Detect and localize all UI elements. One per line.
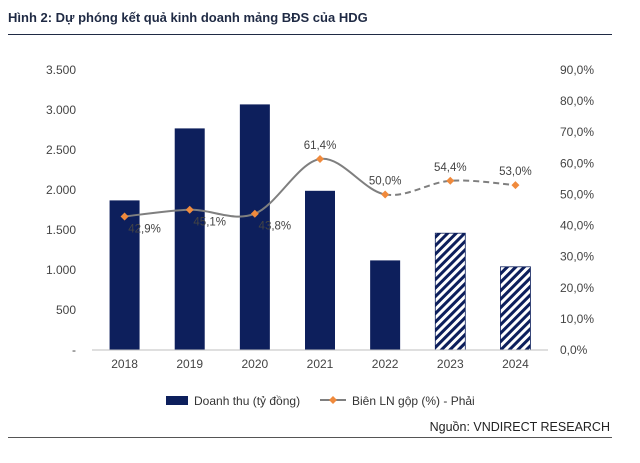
revenue-bars xyxy=(109,104,531,351)
margin-marker xyxy=(185,205,194,214)
right-tick-label: 30,0% xyxy=(560,250,594,264)
right-tick-label: 0,0% xyxy=(560,343,588,357)
left-tick-label: - xyxy=(72,343,76,357)
margin-data-label: 43,8% xyxy=(259,221,292,233)
right-axis-ticks: 0,0% 10,0% 20,0% 30,0% 40,0% 50,0% 60,0% 70,0% 8… xyxy=(560,63,594,357)
x-tick-label: 2019 xyxy=(176,357,203,371)
left-axis-ticks: - 500 1.000 1.500 2.000 2.500 3.000 3.500 xyxy=(46,63,76,357)
right-tick-label: 10,0% xyxy=(560,312,594,326)
margin-marker xyxy=(120,212,129,221)
margin-marker xyxy=(250,209,259,218)
left-tick-label: 500 xyxy=(56,303,76,317)
margin-marker xyxy=(446,176,455,185)
margin-data-label: 42,9% xyxy=(128,224,161,236)
x-axis-ticks: 2018 2019 2020 2021 2022 2023 2024 xyxy=(111,357,529,371)
x-tick-label: 2023 xyxy=(437,357,464,371)
right-tick-label: 90,0% xyxy=(560,63,594,77)
margin-data-label: 54,4% xyxy=(434,162,467,174)
margin-data-label: 61,4% xyxy=(304,140,337,152)
left-tick-label: 3.000 xyxy=(46,103,76,117)
margin-marker xyxy=(511,181,520,190)
margin-marker xyxy=(381,190,390,199)
revenue-bar xyxy=(305,190,335,350)
bottom-rule xyxy=(8,437,612,438)
left-tick-label: 1.500 xyxy=(46,223,76,237)
margin-data-label: 50,0% xyxy=(369,175,402,187)
revenue-bar-forecast xyxy=(500,266,531,351)
legend: Doanh thu (tỷ đồng) Biên LN gộp (%) - Ph… xyxy=(166,394,475,408)
x-tick-label: 2024 xyxy=(502,357,529,371)
right-tick-label: 50,0% xyxy=(560,187,594,201)
x-tick-label: 2021 xyxy=(307,357,334,371)
margin-marker xyxy=(316,154,324,163)
source-note: Nguồn: VNDIRECT RESEARCH xyxy=(429,420,610,434)
left-tick-label: 3.500 xyxy=(46,63,76,77)
margin-data-label: 45,1% xyxy=(193,217,226,229)
x-tick-label: 2020 xyxy=(242,357,269,371)
right-tick-label: 40,0% xyxy=(560,219,594,233)
revenue-bar xyxy=(174,128,205,350)
revenue-bar xyxy=(239,104,270,351)
legend-bar-swatch xyxy=(166,396,188,405)
legend-revenue-label: Doanh thu (tỷ đồng) xyxy=(194,394,300,408)
right-tick-label: 70,0% xyxy=(560,125,594,139)
x-tick-label: 2018 xyxy=(111,357,138,371)
legend-marker-swatch xyxy=(329,396,337,404)
left-tick-label: 1.000 xyxy=(46,263,76,277)
figure-title: Hình 2: Dự phóng kết quả kinh doanh mảng… xyxy=(8,10,368,25)
revenue-bar-forecast xyxy=(434,232,466,351)
left-tick-label: 2.500 xyxy=(46,143,76,157)
margin-data-labels: 42,9% 45,1% 43,8% 61,4% 50,0% 54,4% 53,0% xyxy=(128,140,531,236)
revenue-bar xyxy=(370,260,401,350)
revenue-bar xyxy=(109,200,140,350)
margin-markers xyxy=(120,154,520,221)
legend-margin-label: Biên LN gộp (%) - Phải xyxy=(352,394,475,408)
title-rule xyxy=(8,34,612,35)
right-tick-label: 20,0% xyxy=(560,281,594,295)
margin-data-label: 53,0% xyxy=(499,166,532,178)
right-tick-label: 60,0% xyxy=(560,156,594,170)
left-tick-label: 2.000 xyxy=(46,183,76,197)
right-tick-label: 80,0% xyxy=(560,94,594,108)
x-tick-label: 2022 xyxy=(372,357,399,371)
